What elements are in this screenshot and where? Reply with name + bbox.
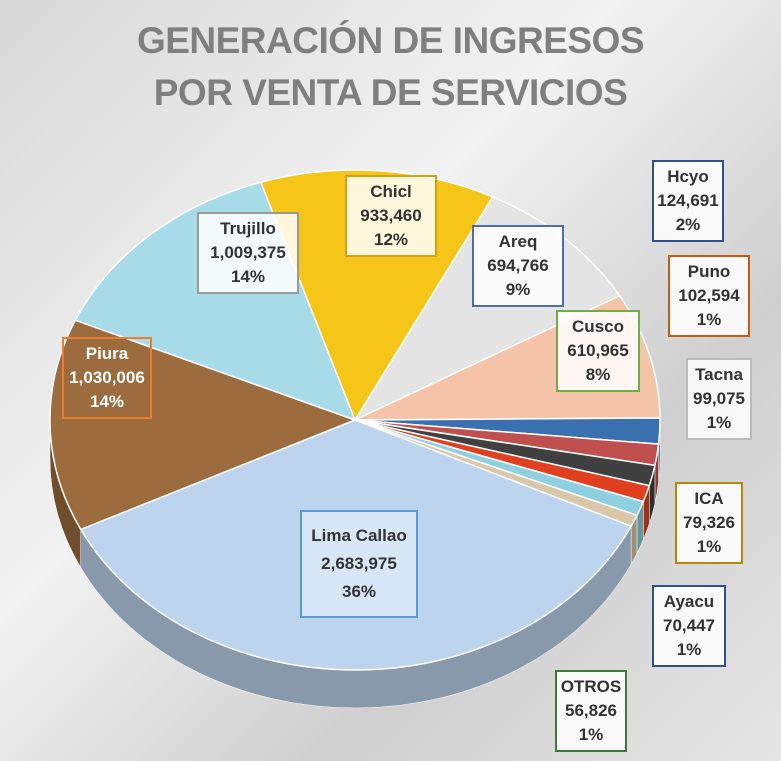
pie-slice: [74, 181, 357, 422]
percent-label: 9%: [505, 280, 531, 299]
category-label: Hcyo: [667, 167, 709, 186]
value-label: 102,594: [678, 286, 740, 305]
data-label-box: Puno 102,594 1%: [668, 255, 750, 337]
category-label: Lima Callao: [311, 526, 407, 545]
percent-label: 8%: [585, 365, 611, 384]
data-label-box: Hcyo 124,691 2%: [652, 160, 724, 242]
pie-slice: [49, 319, 358, 531]
value-label: 56,826: [565, 701, 617, 720]
chart-title: GENERACIÓN DE INGRESOS: [136, 20, 645, 61]
category-label: Puno: [687, 262, 731, 281]
data-label-box: Piura 1,030,006 14%: [62, 337, 152, 419]
percent-label: 1%: [676, 640, 702, 659]
data-label-box: Lima Callao 2,683,975 36%: [300, 510, 418, 618]
percent-label: 1%: [578, 725, 604, 744]
percent-label: 14%: [89, 392, 125, 411]
chart-title: POR VENTA DE SERVICIOS: [153, 72, 628, 113]
value-label: 124,691: [657, 191, 719, 210]
category-label: Trujillo: [220, 219, 276, 238]
data-label-box: Areq 694,766 9%: [472, 225, 564, 307]
data-label-box: Cusco 610,965 8%: [556, 310, 640, 392]
value-label: 2,683,975: [321, 554, 397, 573]
category-label: Piura: [85, 344, 129, 363]
percent-label: 14%: [230, 267, 266, 286]
category-label: Areq: [498, 232, 538, 251]
value-label: 933,460: [360, 206, 422, 225]
percent-label: 2%: [675, 215, 701, 234]
value-label: 79,326: [683, 513, 735, 532]
category-label: ICA: [694, 489, 724, 508]
data-label-box: Tacna 99,075 1%: [686, 358, 752, 440]
value-label: 1,009,375: [210, 243, 286, 262]
percent-label: 1%: [696, 310, 722, 329]
category-label: Chicl: [370, 182, 412, 201]
percent-label: 12%: [373, 230, 409, 249]
category-label: Tacna: [695, 365, 743, 384]
category-label: OTROS: [560, 677, 622, 696]
data-label-box: ICA 79,326 1%: [675, 482, 743, 564]
percent-label: 1%: [706, 413, 732, 432]
value-label: 70,447: [663, 616, 715, 635]
data-label-box: Ayacu 70,447 1%: [652, 585, 726, 667]
percent-label: 36%: [341, 582, 377, 601]
value-label: 1,030,006: [69, 368, 145, 387]
category-label: Cusco: [572, 317, 624, 336]
data-label-box: Chicl 933,460 12%: [345, 175, 437, 257]
value-label: 694,766: [487, 256, 549, 275]
value-label: 99,075: [693, 389, 745, 408]
data-label-box: Trujillo 1,009,375 14%: [197, 212, 299, 294]
data-label-box: OTROS 56,826 1%: [555, 670, 627, 752]
value-label: 610,965: [567, 341, 629, 360]
category-label: Ayacu: [663, 592, 715, 611]
percent-label: 1%: [696, 537, 722, 556]
